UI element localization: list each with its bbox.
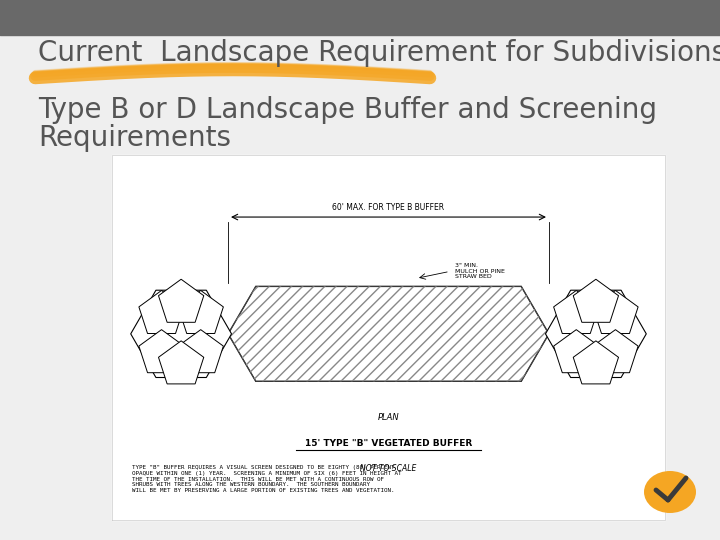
Text: Current  Landscape Requirement for Subdivisions: Current Landscape Requirement for Subdiv…: [38, 39, 720, 67]
Text: 60' MAX. FOR TYPE B BUFFER: 60' MAX. FOR TYPE B BUFFER: [333, 203, 444, 212]
Polygon shape: [139, 329, 184, 373]
Polygon shape: [546, 290, 647, 377]
Ellipse shape: [644, 471, 696, 513]
Text: 15' TYPE "B" VEGETATED BUFFER: 15' TYPE "B" VEGETATED BUFFER: [305, 439, 472, 448]
Polygon shape: [131, 290, 232, 377]
Polygon shape: [178, 291, 223, 334]
Polygon shape: [554, 329, 599, 373]
Text: NOT TO SCALE: NOT TO SCALE: [360, 464, 417, 474]
Polygon shape: [139, 291, 184, 334]
Polygon shape: [573, 341, 618, 384]
Text: Requirements: Requirements: [38, 124, 231, 152]
Polygon shape: [573, 310, 618, 353]
Polygon shape: [158, 341, 204, 384]
Text: TYPE "B" BUFFER REQUIRES A VISUAL SCREEN DESIGNED TO BE EIGHTY (80) PERCENT
OPAQ: TYPE "B" BUFFER REQUIRES A VISUAL SCREEN…: [132, 465, 402, 493]
Text: 3" MIN.
MULCH OR PINE
STRAW BED: 3" MIN. MULCH OR PINE STRAW BED: [455, 263, 505, 279]
Polygon shape: [593, 291, 638, 334]
Polygon shape: [158, 310, 204, 353]
Polygon shape: [593, 329, 638, 373]
Text: Type B or D Landscape Buffer and Screening: Type B or D Landscape Buffer and Screeni…: [38, 96, 657, 124]
Polygon shape: [158, 279, 204, 322]
Polygon shape: [573, 279, 618, 322]
Text: PLAN: PLAN: [378, 413, 400, 422]
Polygon shape: [228, 286, 549, 381]
Polygon shape: [554, 291, 599, 334]
Polygon shape: [178, 329, 223, 373]
